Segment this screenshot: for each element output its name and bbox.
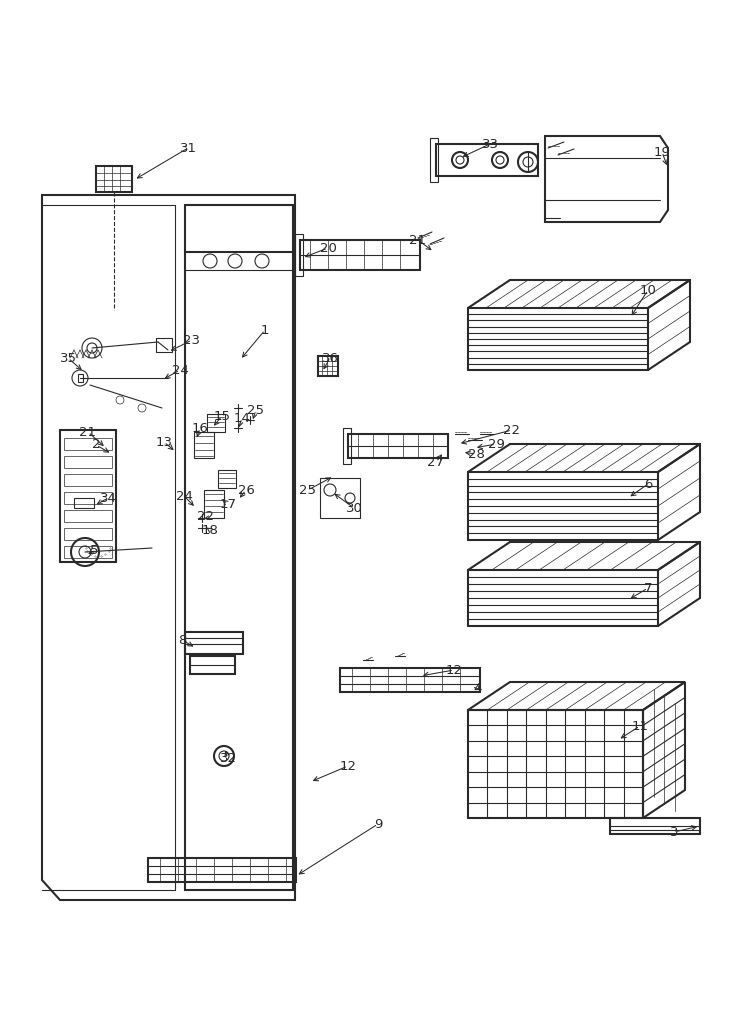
Bar	[295, 234, 303, 276]
Text: 31: 31	[180, 141, 197, 154]
Text: 10: 10	[640, 283, 657, 297]
Bar	[468, 710, 643, 818]
Bar	[96, 166, 132, 192]
Text: 1: 1	[261, 323, 269, 336]
Text: 17: 17	[219, 498, 236, 510]
Text: 27: 27	[428, 455, 445, 468]
Text: 12: 12	[445, 663, 462, 677]
Text: 6: 6	[644, 478, 652, 491]
Bar	[156, 338, 172, 352]
Text: 35: 35	[60, 352, 77, 365]
Bar	[190, 656, 235, 674]
Bar	[343, 428, 351, 464]
Bar	[60, 430, 116, 562]
Text: 9: 9	[374, 818, 382, 830]
Bar	[348, 434, 448, 458]
Bar	[64, 438, 112, 450]
Text: 34: 34	[99, 492, 116, 505]
Bar	[148, 858, 296, 882]
Text: 22: 22	[197, 509, 214, 522]
Text: 8: 8	[178, 634, 186, 646]
Text: 13: 13	[155, 436, 172, 448]
Text: 21: 21	[409, 234, 426, 247]
Bar	[300, 240, 420, 270]
Text: 23: 23	[183, 333, 200, 346]
Bar	[74, 498, 94, 508]
Bar	[64, 492, 112, 504]
Text: 5: 5	[90, 544, 98, 557]
Text: 21: 21	[79, 426, 96, 439]
Bar	[320, 478, 360, 518]
Bar	[64, 474, 112, 486]
Bar	[185, 632, 243, 654]
Text: 7: 7	[644, 581, 652, 594]
Text: 30: 30	[346, 502, 362, 514]
Bar	[610, 818, 700, 834]
Text: 15: 15	[213, 409, 230, 423]
Text: 16: 16	[191, 422, 208, 435]
Text: 12: 12	[339, 760, 356, 772]
Text: 18: 18	[202, 523, 219, 536]
Bar	[64, 456, 112, 468]
Bar	[194, 432, 214, 458]
Bar	[340, 668, 480, 692]
Text: 22: 22	[503, 424, 520, 437]
Text: 25: 25	[300, 484, 316, 497]
Text: 25: 25	[247, 403, 264, 417]
Bar	[218, 470, 236, 488]
Bar	[430, 138, 438, 182]
Bar	[436, 144, 538, 176]
Bar	[64, 546, 112, 558]
Text: 11: 11	[631, 719, 648, 733]
Text: 3: 3	[670, 825, 679, 838]
Bar	[64, 528, 112, 539]
Text: 26: 26	[238, 484, 255, 497]
Text: 2: 2	[92, 439, 100, 451]
Text: 24: 24	[171, 364, 188, 377]
Bar	[204, 490, 224, 518]
Bar	[78, 374, 83, 382]
Text: 19: 19	[654, 145, 670, 158]
Bar	[207, 414, 225, 432]
Bar	[318, 356, 338, 376]
Text: 24: 24	[176, 490, 192, 503]
Text: 32: 32	[219, 752, 236, 764]
Text: 14: 14	[233, 411, 250, 425]
Text: 4: 4	[474, 682, 482, 695]
Bar	[64, 510, 112, 522]
Text: 20: 20	[319, 242, 336, 254]
Text: 29: 29	[487, 438, 504, 450]
Text: 36: 36	[322, 352, 339, 365]
Text: 33: 33	[481, 137, 498, 150]
Bar	[185, 205, 293, 890]
Text: 28: 28	[467, 447, 484, 460]
